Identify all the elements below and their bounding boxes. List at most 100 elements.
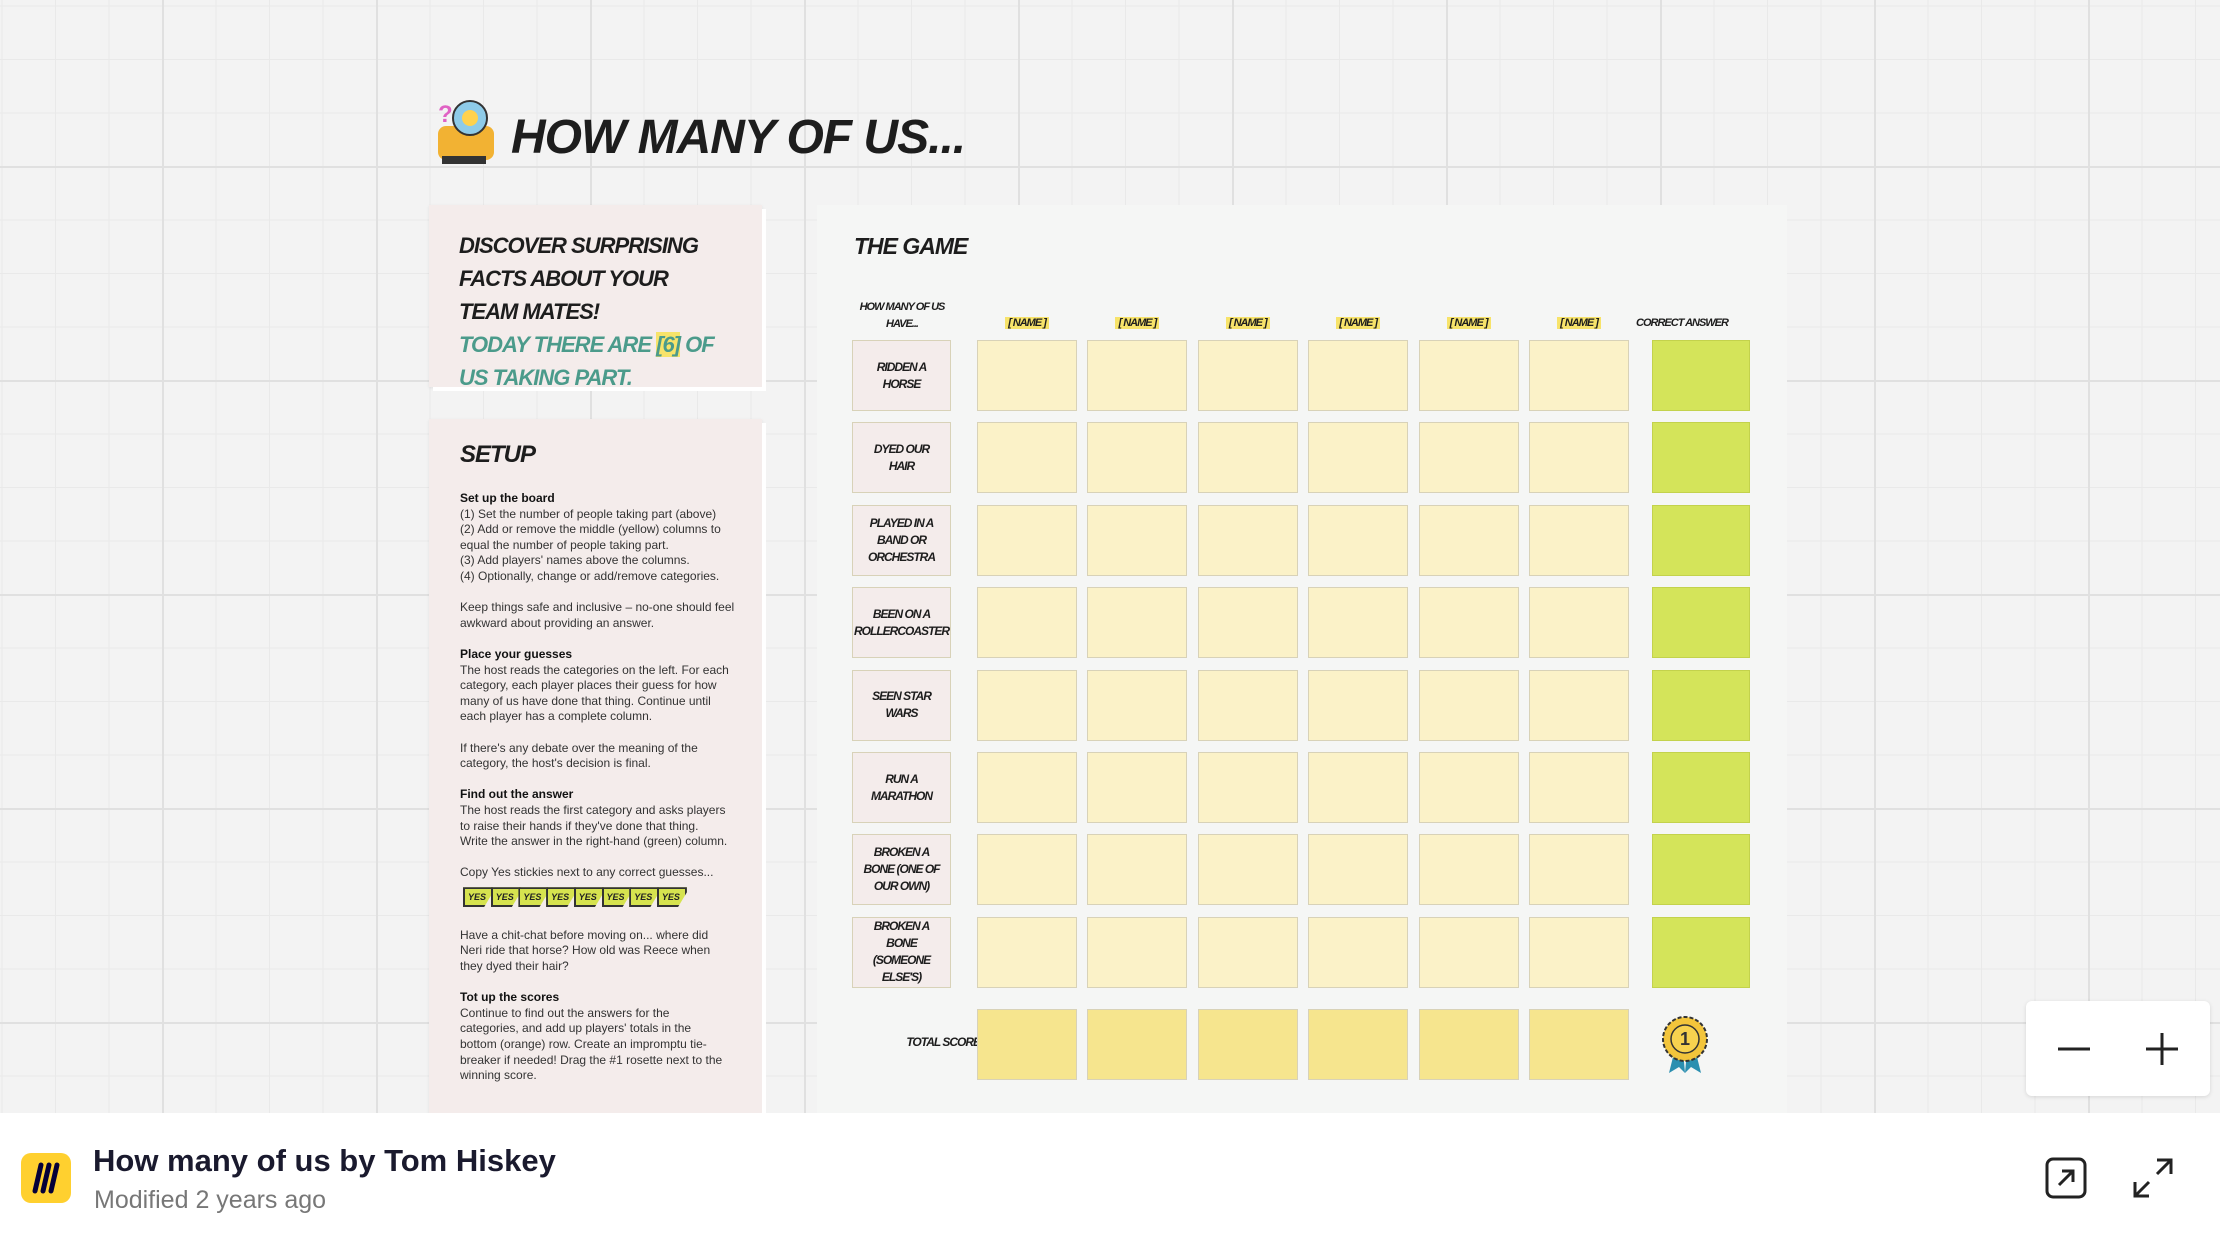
body-text: The host reads the categories on the lef… xyxy=(460,662,729,677)
answer-cell xyxy=(1652,340,1750,411)
body-text: each player has a complete column. xyxy=(460,709,653,724)
total-label: TOTAL SCORE... xyxy=(906,1035,988,1049)
body-text: category, each player places their guess… xyxy=(460,678,717,693)
guess-cell xyxy=(1308,587,1409,659)
guess-cell xyxy=(1308,422,1409,494)
yes-sticky: YES xyxy=(656,887,687,908)
name-header: [ NAME ] xyxy=(1529,317,1629,329)
corner-label: HOW MANY OF US HAVE... xyxy=(859,301,946,330)
category-cell: BROKEN A BONE (ONE OF OUR OWN) xyxy=(852,834,951,906)
guess-cell xyxy=(1087,916,1188,988)
guess-cell xyxy=(1418,916,1519,988)
fullscreen[interactable] xyxy=(2131,1156,2175,1200)
guess-cell xyxy=(1308,340,1409,411)
intro-line: TODAY THERE ARE xyxy=(459,332,652,357)
yes-sticky: YES xyxy=(490,887,521,908)
modified-text: Modified 2 years ago xyxy=(94,1186,327,1214)
guess-cell xyxy=(977,669,1077,741)
body-text: category, the host's decision is final. xyxy=(460,756,651,771)
zoom-out[interactable] xyxy=(2056,1031,2092,1067)
intro-text: DISCOVER SURPRISING FACTS ABOUT YOUR TEA… xyxy=(459,229,729,394)
section-heading: Find out the answer xyxy=(460,787,574,802)
body-text: they dyed their hair? xyxy=(460,959,569,973)
player-count: [6] xyxy=(656,332,681,357)
name-label: [ NAME ] xyxy=(1336,317,1381,329)
body-text: If there's any debate over the meaning o… xyxy=(460,740,698,755)
guess-cell xyxy=(1197,422,1298,494)
guess-cell xyxy=(1418,587,1519,659)
section-heading: Tot up the scores xyxy=(460,990,560,1005)
body-text: awkward about providing an answer. xyxy=(460,615,655,630)
name-label: [ NAME ] xyxy=(1557,317,1601,329)
answer-cell xyxy=(1652,752,1750,823)
body-text: equal the number of people taking part. xyxy=(460,537,669,552)
guess-cell xyxy=(1197,587,1298,659)
zoom-control xyxy=(2026,1001,2210,1096)
body-text: to raise their hands if they've done tha… xyxy=(460,818,699,833)
body-text: bottom (orange) row. Create an impromptu… xyxy=(460,1037,707,1051)
guess-cell xyxy=(1418,669,1519,741)
rosette: 1 xyxy=(1662,1016,1708,1073)
guess-cell xyxy=(977,422,1077,494)
total-cell xyxy=(1308,1009,1409,1080)
body-text: (4) Optionally, change or add/remove cat… xyxy=(460,569,720,583)
body-text: Neri ride that horse? How old was Reece … xyxy=(460,943,711,958)
answer-cell xyxy=(1652,834,1750,906)
guess-cell xyxy=(1087,340,1188,411)
answer-cell xyxy=(1652,587,1750,659)
guess-cell xyxy=(1087,752,1188,823)
body-text: (1) Set the number of people taking part… xyxy=(460,506,717,521)
guess-cell xyxy=(1418,422,1519,494)
name-header: [ NAME ] xyxy=(1198,317,1298,329)
section-heading: Place your guesses xyxy=(460,647,573,661)
answer-cell xyxy=(1652,916,1750,988)
category-cell: DYED OUR HAIR xyxy=(852,422,951,494)
miro-logo[interactable] xyxy=(21,1153,71,1203)
guess-cell xyxy=(1197,504,1298,576)
body-text: (3) Add players' names above the columns… xyxy=(460,553,690,568)
guess-cell xyxy=(1087,669,1188,741)
guess-cell xyxy=(977,504,1077,576)
svg-text:?: ? xyxy=(438,101,453,128)
zoom-in[interactable] xyxy=(2144,1031,2180,1067)
body-text: Continue to find out the answers for the xyxy=(460,1005,670,1020)
category-cell: SEEN STAR WARS xyxy=(852,669,951,741)
body-text: winning score. xyxy=(460,1068,537,1083)
guess-cell xyxy=(1087,422,1188,494)
category-cell: BEEN ON A ROLLERCOASTER xyxy=(852,587,951,659)
intro-line: DISCOVER SURPRISING FACTS ABOUT YOUR TEA… xyxy=(459,233,699,324)
intro-line: OF US TAKING PART. xyxy=(459,332,715,390)
name-label: [ NAME ] xyxy=(1115,317,1160,329)
body-text: (2) Add or remove the middle (yellow) co… xyxy=(460,522,721,537)
guess-cell xyxy=(1197,669,1298,741)
total-cell xyxy=(1418,1009,1519,1080)
intro-card: DISCOVER SURPRISING FACTS ABOUT YOUR TEA… xyxy=(429,205,762,390)
name-label: [ NAME ] xyxy=(1446,317,1491,329)
name-header: [ NAME ] xyxy=(1087,317,1187,329)
guess-cell xyxy=(1308,916,1409,988)
name-header: [ NAME ] xyxy=(1308,317,1408,329)
body-text: Write the answer in the right-hand (gree… xyxy=(460,834,728,849)
guess-cell xyxy=(1529,340,1629,411)
guess-cell xyxy=(1418,340,1519,411)
guess-cell xyxy=(977,834,1077,906)
guess-cell xyxy=(1529,834,1629,906)
guess-cell xyxy=(1529,669,1629,741)
category-cell: PLAYED IN A BAND OR ORCHESTRA xyxy=(852,504,951,576)
guess-cell xyxy=(1197,916,1298,988)
guess-cell xyxy=(1087,504,1188,576)
open-board[interactable] xyxy=(2044,1156,2088,1200)
yes-sticky: YES xyxy=(463,887,493,908)
name-header: [ NAME ] xyxy=(1419,317,1519,329)
yes-sticky: YES xyxy=(601,887,632,908)
yes-sticky: YES xyxy=(629,887,660,908)
setup-card: SETUP Set up the board (1) Set the number… xyxy=(429,419,762,1139)
body-text: many of us have done that thing. Continu… xyxy=(460,693,711,708)
title-icon: ? xyxy=(438,100,494,164)
guess-cell xyxy=(1418,752,1519,823)
guess-cell xyxy=(1087,587,1188,659)
guess-cell xyxy=(1197,752,1298,823)
game-title: THE GAME xyxy=(854,233,968,259)
body-text: Copy Yes stickies next to any correct gu… xyxy=(460,865,714,880)
